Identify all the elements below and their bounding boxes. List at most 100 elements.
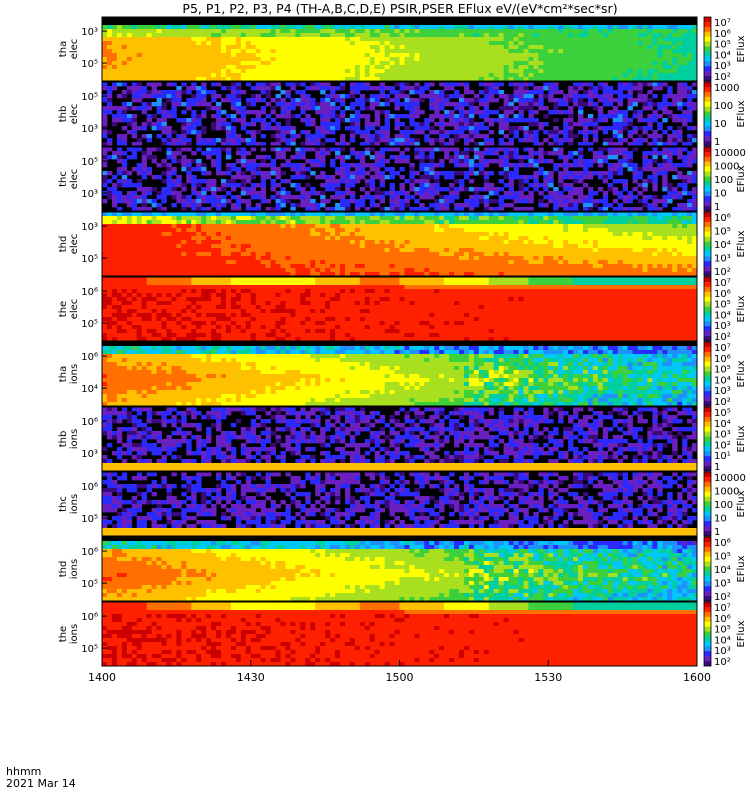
y-tick-label: 10⁵ xyxy=(81,254,98,265)
colorbar-tick-label: 10⁶ xyxy=(714,354,731,365)
colorbar-tick-label: 10000 xyxy=(714,473,746,484)
x-tick-label: 1400 xyxy=(88,671,116,684)
heatmap-cells xyxy=(102,277,698,342)
y-tick-label: 10³ xyxy=(81,27,98,38)
y-label-probe: tha xyxy=(58,41,69,57)
colorbar-tick-label: 100 xyxy=(714,101,733,112)
y-label-species: elec xyxy=(69,169,80,190)
y-axis-label: the elec xyxy=(58,299,80,320)
y-label-species: ions xyxy=(69,364,80,384)
y-label-probe: thb xyxy=(58,106,69,123)
y-label-species: ions xyxy=(69,559,80,579)
y-tick-label: 10⁵ xyxy=(81,644,98,655)
colorbar-tick-label: 10² xyxy=(714,267,731,278)
y-label-probe: the xyxy=(58,626,69,642)
y-label-probe: thb xyxy=(58,431,69,448)
colorbar-tick-label: 10⁴ xyxy=(714,419,731,430)
colorbar-label: EFlux xyxy=(736,230,747,257)
colorbar-tick-label: 10⁶ xyxy=(714,213,731,224)
y-tick-label: 10⁵ xyxy=(81,319,98,330)
colorbar-tick-label: 10³ xyxy=(714,430,731,441)
panel-frame xyxy=(101,471,698,537)
y-axis-label: the ions xyxy=(58,624,80,644)
colorbar-tick-label: 10² xyxy=(714,72,731,83)
y-axis-label: thd elec xyxy=(58,234,80,255)
heatmap-cells xyxy=(102,82,698,147)
colorbar-label: EFlux xyxy=(736,35,747,62)
heatmap-cells xyxy=(102,212,698,277)
heatmap-cells xyxy=(102,407,698,472)
heatmap-cells xyxy=(102,147,698,212)
colorbar-tick-label: 10⁶ xyxy=(714,29,731,40)
y-axis-label: thb ions xyxy=(58,429,80,449)
y-tick-label: 10⁶ xyxy=(81,612,98,623)
x-tick-label: 1530 xyxy=(534,671,562,684)
colorbar-tick-label: 100 xyxy=(714,500,733,511)
colorbar-tick-label: 10⁷ xyxy=(714,603,731,614)
colorbar-tick-label: 10⁶ xyxy=(714,614,731,625)
colorbar-tick-label: 10⁵ xyxy=(714,300,731,311)
x-axis: 1400 1430 1500 1530 1600 xyxy=(88,660,711,684)
y-label-probe: thd xyxy=(58,236,69,253)
y-tick-label: 10³ xyxy=(81,449,98,460)
colorbar-tick-label: 1000 xyxy=(714,83,739,94)
colorbar-tick-label: 10² xyxy=(714,332,731,343)
panel-frame xyxy=(101,536,698,602)
y-label-probe: thc xyxy=(58,171,69,187)
colorbar-thd-ions: 10⁶ 10⁵ 10⁴ 10³ 10² EFlux xyxy=(703,536,747,603)
colorbar-tick-label: 10⁴ xyxy=(714,635,731,646)
colorbar-tick-label: 10⁵ xyxy=(714,365,731,376)
colorbar-tick-label: 10⁵ xyxy=(714,227,731,238)
colorbar-tick-label: 10⁷ xyxy=(714,278,731,289)
colorbar-tick-label: 10³ xyxy=(714,321,731,332)
colorbar-thd-elec: 10⁶ 10⁵ 10⁴ 10³ 10² EFlux xyxy=(703,211,747,278)
colorbar-tick-label: 10⁴ xyxy=(714,375,731,386)
y-tick-label: 10⁴ xyxy=(81,384,98,395)
colorbar-label: EFlux xyxy=(736,165,747,192)
y-tick-label: 10⁶ xyxy=(81,482,98,493)
y-axis-label: tha elec xyxy=(58,39,80,60)
y-label-species: elec xyxy=(69,39,80,60)
colorbar-tick-label: 10⁵ xyxy=(714,40,731,51)
colorbar-label: EFlux xyxy=(736,100,747,127)
colorbar-thc-ions: 10000 1000 100 10 1 EFlux xyxy=(703,471,747,538)
y-label-species: elec xyxy=(69,104,80,125)
y-tick-label: 10⁶ xyxy=(81,352,98,363)
heatmap-cells xyxy=(102,602,698,667)
colorbar-tick-label: 1 xyxy=(714,527,720,538)
y-tick-label: 10⁵ xyxy=(81,59,98,70)
colorbar-tick-label: 10 xyxy=(714,119,727,130)
x-axis-label-hhmm: hhmm xyxy=(6,765,41,778)
x-axis-label-date: 2021 Mar 14 xyxy=(6,777,76,790)
y-label-probe: thc xyxy=(58,496,69,512)
colorbar-label: EFlux xyxy=(736,620,747,647)
colorbar-tick-label: 10³ xyxy=(714,579,731,590)
x-tick-label: 1500 xyxy=(386,671,414,684)
colorbar-label: EFlux xyxy=(736,360,747,387)
y-tick-label: 10³ xyxy=(81,189,98,200)
colorbar-tick-label: 10⁴ xyxy=(714,565,731,576)
colorbar-tick-label: 10¹ xyxy=(714,451,731,462)
colorbar-tick-label: 10² xyxy=(714,657,731,668)
panel-frame xyxy=(101,81,698,147)
panel-frame xyxy=(101,406,698,472)
colorbar-thb-elec: 1000 100 10 1 EFlux xyxy=(703,81,747,148)
colorbar-tick-label: 10³ xyxy=(714,254,731,265)
y-label-probe: thd xyxy=(58,561,69,578)
y-label-species: ions xyxy=(69,624,80,644)
y-tick-label: 10³ xyxy=(81,222,98,233)
y-tick-label: 10⁶ xyxy=(81,547,98,558)
colorbar-tick-label: 1 xyxy=(714,462,720,473)
colorbar-label: EFlux xyxy=(736,425,747,452)
colorbar-tick-label: 10⁶ xyxy=(714,538,731,549)
